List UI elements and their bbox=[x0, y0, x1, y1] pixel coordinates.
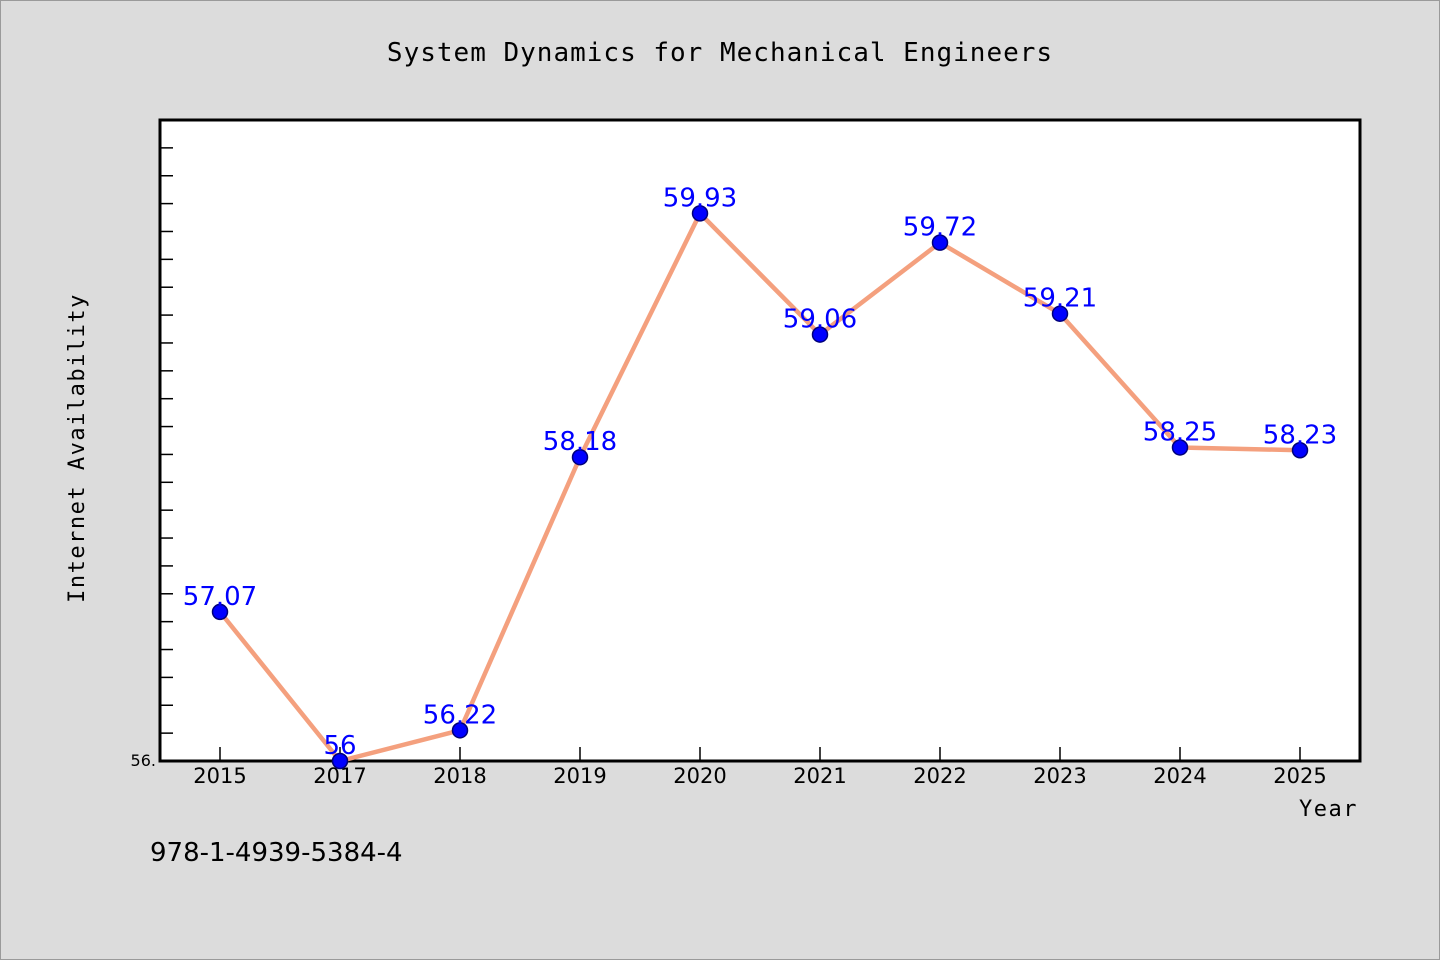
data-point bbox=[451, 722, 469, 739]
data-label: 58.18 bbox=[543, 427, 617, 457]
data-label: 59.72 bbox=[903, 213, 977, 243]
data-label: 59.21 bbox=[1023, 284, 1097, 314]
data-point bbox=[931, 234, 949, 251]
data-label: 56.22 bbox=[423, 700, 497, 730]
data-point bbox=[571, 448, 589, 466]
data-labels: 57.07 56 56.22 58.18 59.93 59.06 59.72 59.21 58.… bbox=[183, 183, 1337, 761]
y-axis-ticks bbox=[160, 147, 173, 762]
series-line bbox=[217, 211, 1303, 764]
data-point bbox=[1171, 439, 1189, 456]
x-tick-label: 2015 bbox=[193, 764, 246, 788]
y-axis-label: Internet Availability bbox=[65, 293, 90, 603]
data-label: 59.06 bbox=[783, 305, 857, 335]
x-tick-label: 2020 bbox=[673, 764, 726, 788]
x-tick-labels: 2015 2017 2018 2019 2020 2021 2022 2023 2024 2025 bbox=[193, 764, 1326, 788]
x-tick-label: 2023 bbox=[1033, 764, 1086, 788]
x-axis-label: Year bbox=[1299, 797, 1358, 822]
data-point bbox=[691, 205, 709, 222]
plot-area bbox=[158, 118, 1362, 763]
x-tick-label: 2018 bbox=[433, 764, 486, 788]
data-label: 59.93 bbox=[663, 183, 737, 213]
series-markers bbox=[211, 205, 1309, 770]
x-tick-label: 2024 bbox=[1153, 764, 1206, 788]
x-tick-label: 2019 bbox=[553, 764, 606, 788]
data-label: 56 bbox=[323, 731, 356, 761]
data-point bbox=[211, 603, 229, 621]
data-point bbox=[811, 326, 829, 343]
isbn-text: 978-1-4939-5384-4 bbox=[150, 838, 403, 868]
data-label: 58.23 bbox=[1263, 420, 1337, 450]
x-tick-label: 2025 bbox=[1273, 764, 1326, 788]
y-min-tick-label: 56. bbox=[131, 751, 156, 770]
data-label: 57.07 bbox=[183, 582, 257, 612]
data-point bbox=[331, 752, 349, 770]
chart-title: System Dynamics for Mechanical Engineers bbox=[387, 38, 1053, 68]
data-point bbox=[1291, 442, 1309, 459]
data-point bbox=[1051, 305, 1069, 322]
data-label: 58.25 bbox=[1143, 417, 1217, 447]
x-tick-label: 2021 bbox=[793, 764, 846, 788]
x-tick-label: 2022 bbox=[913, 764, 966, 788]
